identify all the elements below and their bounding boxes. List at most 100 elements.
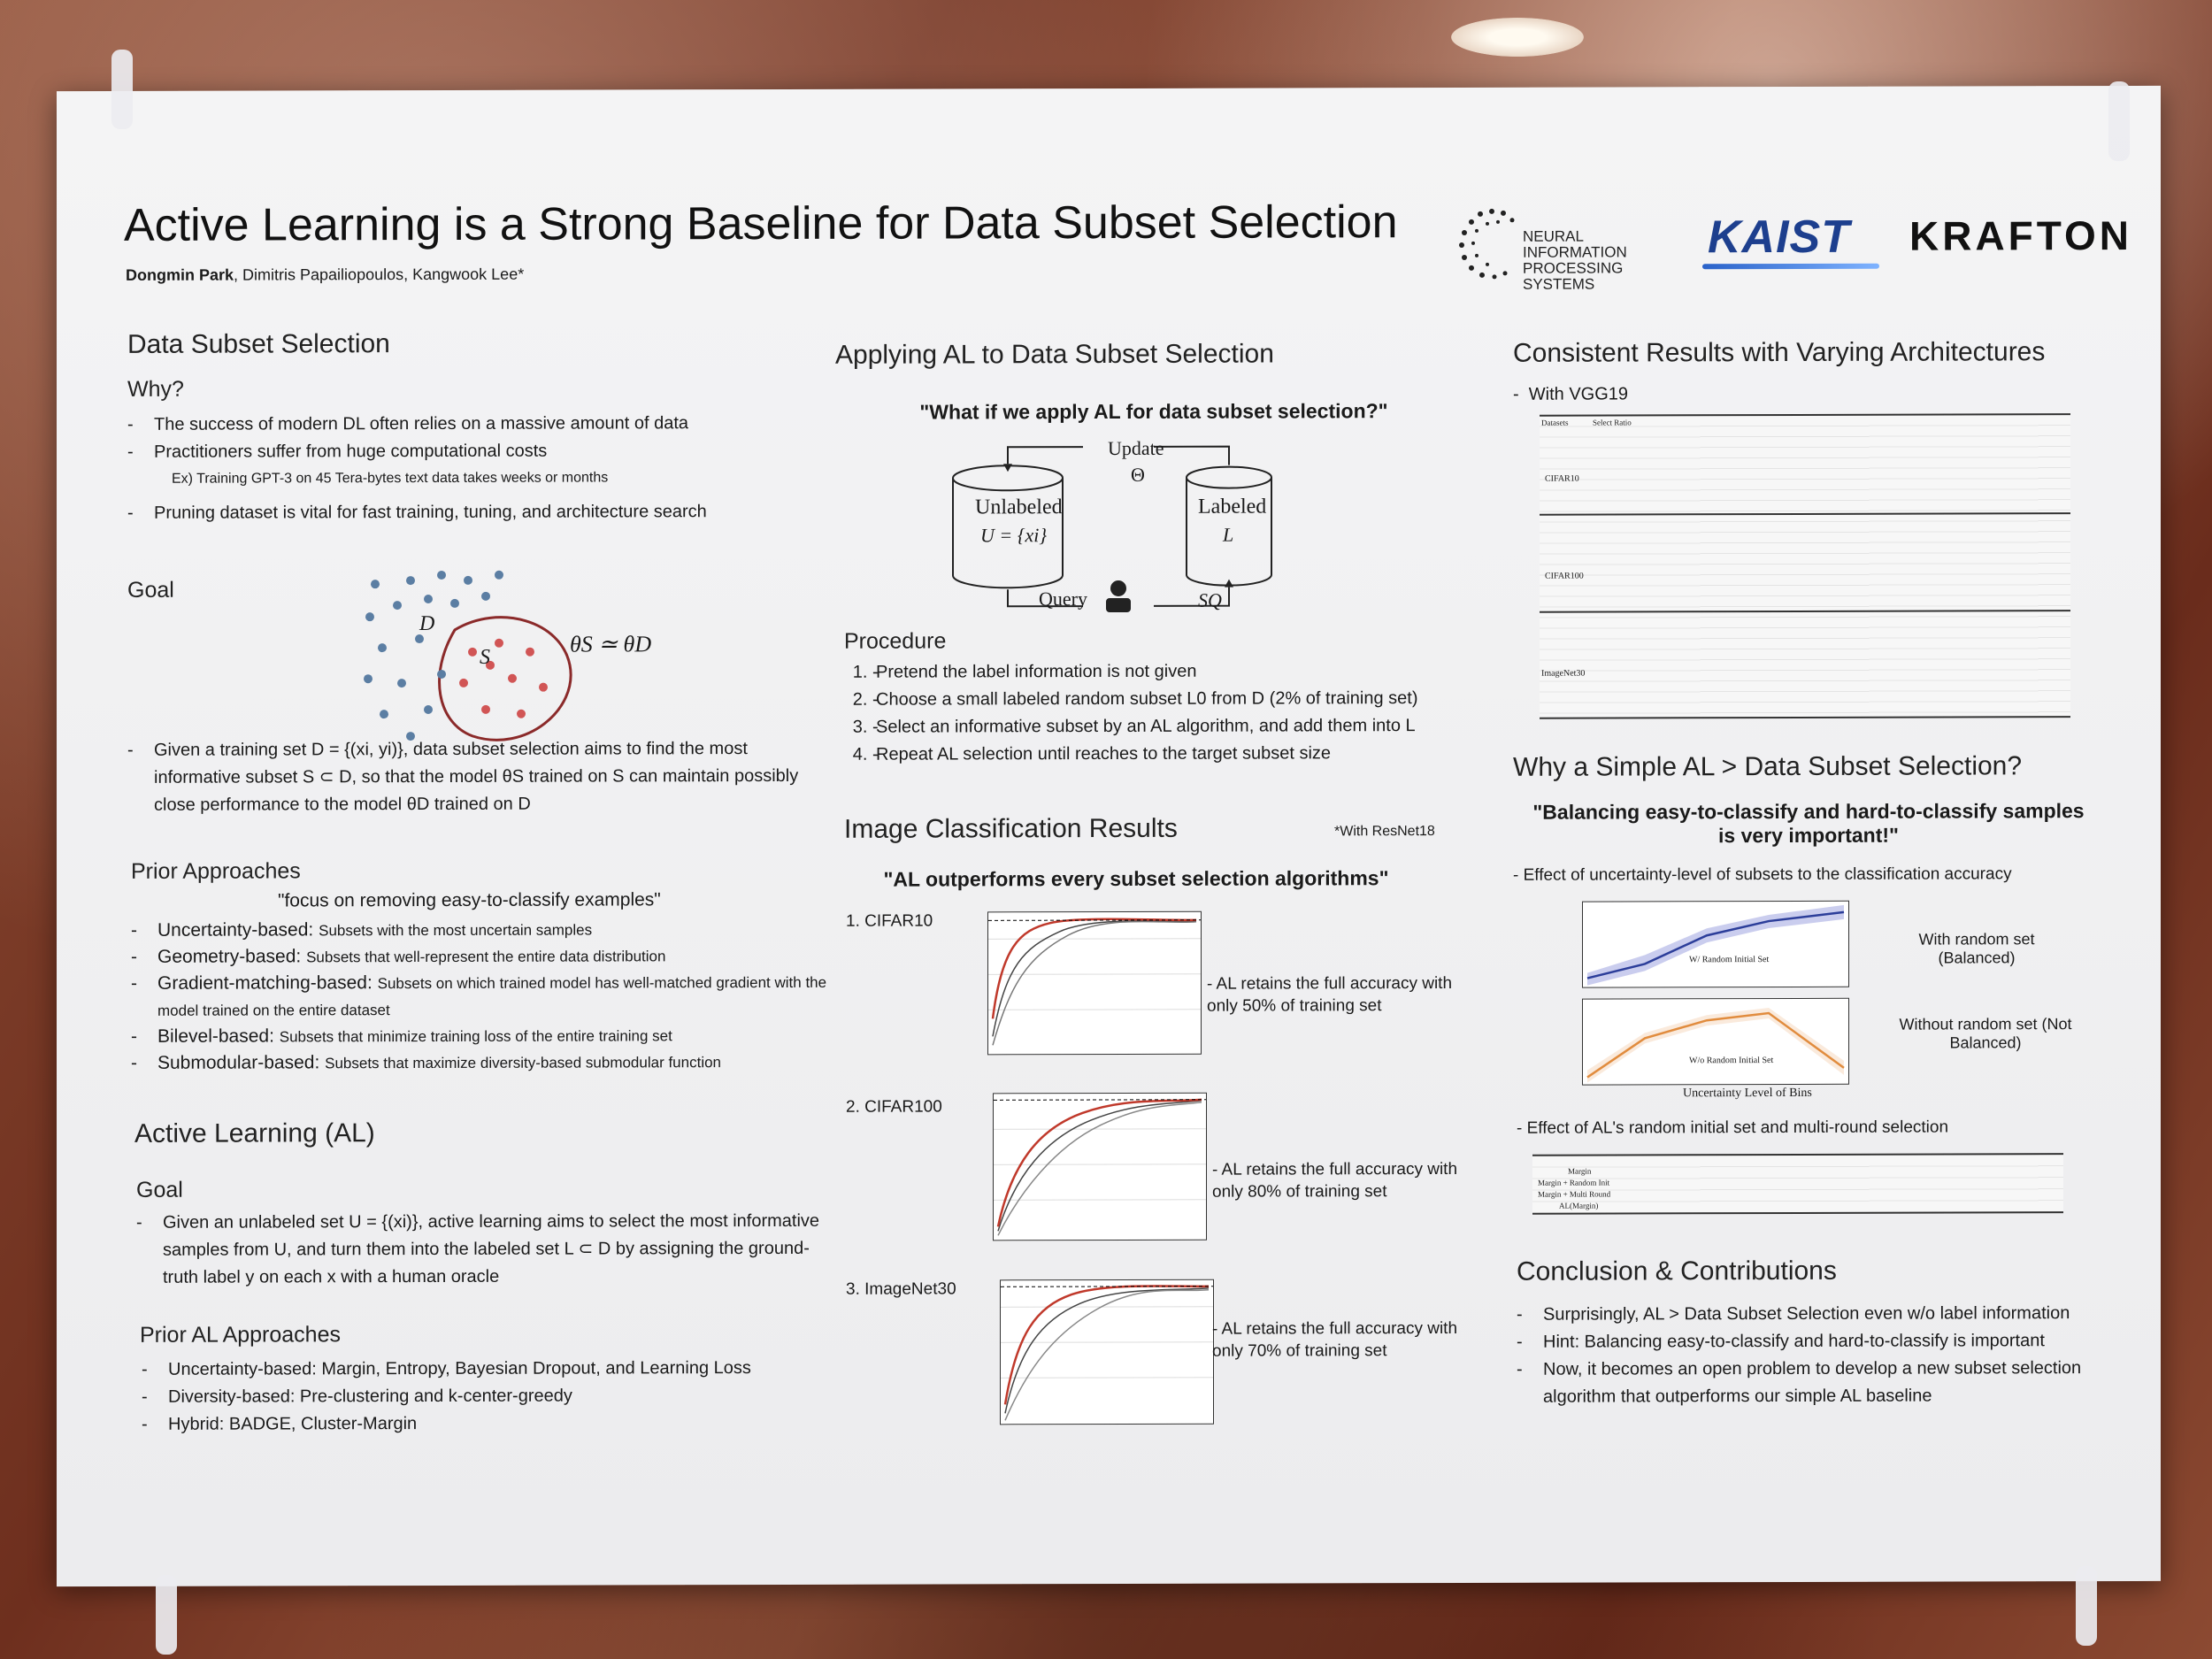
table2-row: AL(Margin) — [1559, 1201, 1599, 1210]
krafton-logo: KRAFTON — [1909, 211, 2133, 259]
prior-approaches-list: Uncertainty-based: Subsets with the most… — [131, 916, 839, 1077]
uncertainty-x-label: Uncertainty Level of Bins — [1683, 1086, 1812, 1101]
al-goal-heading: Goal — [136, 1177, 183, 1202]
table-dataset-imagenet30: ImageNet30 — [1541, 668, 1586, 679]
kaist-logo: KAIST — [1708, 211, 1850, 264]
chart-label-cifar100: 2. CIFAR100 — [846, 1097, 942, 1117]
legend-with-random: W/ Random Initial Set — [1689, 955, 1770, 965]
goal-heading: Goal — [127, 577, 174, 603]
goal-D-label: D — [419, 611, 435, 636]
tape-top-right — [2108, 81, 2130, 161]
conclusion-item: Now, it becomes an open problem to devel… — [1517, 1355, 2118, 1411]
prior-quote: "focus on removing easy-to-classify exam… — [278, 889, 661, 911]
chart-cifar10 — [987, 910, 1202, 1056]
procedure-heading: Procedure — [844, 628, 947, 654]
al-loop-diagram — [941, 442, 1313, 619]
applying-al-quote: "What if we apply AL for data subset sel… — [919, 399, 1388, 424]
table-header-ratio: Select Ratio — [1593, 418, 1632, 427]
al-goal-text: Given an unlabeled set U = {(xi)}, activ… — [136, 1208, 844, 1292]
chart-imagenet30 — [1000, 1279, 1214, 1425]
table-header-datasets: Datasets — [1541, 418, 1569, 427]
why-heading: Why? — [127, 376, 184, 402]
chart-without-random-set: W/o Random Initial Set — [1582, 997, 1849, 1086]
table-dataset-cifar100: CIFAR100 — [1545, 571, 1584, 581]
why-list-2: Pruning dataset is vital for fast traini… — [127, 498, 853, 527]
section-varying-architectures: Consistent Results with Varying Architec… — [1513, 337, 2046, 368]
why-example: Ex) Training GPT-3 on 45 Tera-bytes text… — [172, 470, 609, 487]
poster-title: Active Learning is a Strong Baseline for… — [124, 196, 1398, 251]
table2-row: Margin + Random Init — [1538, 1178, 1610, 1187]
why-item: Practitioners suffer from huge computati… — [127, 437, 853, 466]
table2-row: Margin + Multi Round — [1538, 1189, 1611, 1199]
table-dataset-cifar10: CIFAR10 — [1545, 473, 1579, 484]
chart-note-cifar10: - AL retains the full accuracy with only… — [1207, 973, 1453, 1016]
prior-al-item: Uncertainty-based: Margin, Entropy, Baye… — [142, 1355, 867, 1384]
unlabeled-label: Unlabeled — [975, 495, 1063, 519]
dataset-subset-illustration — [357, 567, 623, 763]
conclusion-item: Hint: Balancing easy-to-classify and har… — [1517, 1327, 2118, 1356]
prior-al-item: Hybrid: BADGE, Cluster-Margin — [142, 1409, 867, 1439]
prior-al-item: Diversity-based: Pre-clustering and k-ce… — [142, 1382, 867, 1411]
section-data-subset-selection: Data Subset Selection — [127, 329, 390, 359]
theta-label: Θ — [1131, 463, 1145, 486]
prior-item: Gradient-matching-based: Subsets on whic… — [131, 969, 839, 1024]
procedure-step: Select an informative subset by an AL al… — [872, 712, 1509, 741]
poster: Active Learning is a Strong Baseline for… — [57, 85, 2161, 1587]
prior-al-list: Uncertainty-based: Margin, Entropy, Baye… — [142, 1355, 867, 1439]
results-quote: "AL outperforms every subset selection a… — [883, 866, 1389, 891]
legend-without-random: W/o Random Initial Set — [1689, 1056, 1774, 1066]
prior-approaches-heading: Prior Approaches — [131, 858, 301, 884]
goal-S-label: S — [480, 645, 490, 669]
procedure-step: Pretend the label information is not giv… — [872, 657, 1509, 687]
prior-item: Bilevel-based: Subsets that minimize tra… — [131, 1022, 839, 1050]
procedure-list: Pretend the label information is not giv… — [846, 657, 1509, 769]
prior-item: Submodular-based: Subsets that maximize … — [131, 1048, 839, 1077]
prior-al-heading: Prior AL Approaches — [140, 1322, 341, 1348]
sq-label: SQ — [1198, 588, 1222, 611]
conclusion-item: Surprisingly, AL > Data Subset Selection… — [1517, 1300, 2118, 1329]
chart-cifar100 — [993, 1092, 1207, 1241]
resnet-note: *With ResNet18 — [1334, 824, 1435, 840]
ceiling-light — [1451, 18, 1584, 57]
tape-bottom-right — [2076, 1566, 2097, 1646]
labeled-label: Labeled — [1198, 495, 1267, 518]
prior-item: Geometry-based: Subsets that well-repres… — [131, 942, 839, 971]
section-why-simple-al: Why a Simple AL > Data Subset Selection? — [1513, 751, 2023, 782]
section-applying-al: Applying AL to Data Subset Selection — [835, 339, 1274, 370]
procedure-step: Repeat AL selection until reaches to the… — [872, 740, 1509, 769]
chart-label-imagenet30: 3. ImageNet30 — [846, 1279, 956, 1299]
authors: Dongmin Park, Dimitris Papailiopoulos, K… — [126, 265, 525, 284]
goal-text: Given a training set D = {(xi, yi)}, dat… — [127, 735, 835, 819]
section-conclusion: Conclusion & Contributions — [1517, 1256, 1837, 1286]
vgg-note: - With VGG19 — [1513, 384, 1629, 404]
table2-row: Margin — [1568, 1166, 1592, 1176]
why-item: Pruning dataset is vital for fast traini… — [127, 498, 853, 527]
tape-bottom-left — [156, 1575, 177, 1655]
chart-note-imagenet30: - AL retains the full accuracy with only… — [1212, 1318, 1458, 1361]
why-item: The success of modern DL often relies on… — [127, 410, 853, 439]
label-with-random: With random set (Balanced) — [1918, 930, 2035, 967]
chart-label-cifar10: 1. CIFAR10 — [846, 911, 933, 931]
why-simple-al-quote: "Balancing easy-to-classify and hard-to-… — [1532, 799, 2085, 848]
vgg19-results-table: Datasets Select Ratio CIFAR10 CIFAR100 I… — [1540, 413, 2070, 719]
goal-text-item: Given a training set D = {(xi, yi)}, dat… — [127, 735, 835, 819]
goal-formula: θS ≃ θD — [570, 631, 652, 657]
label-without-random: Without random set (Not Balanced) — [1899, 1015, 2072, 1052]
procedure-step: Choose a small labeled random subset L0 … — [872, 685, 1509, 714]
kaist-logo-swoosh — [1702, 263, 1879, 270]
conclusion-list: Surprisingly, AL > Data Subset Selection… — [1517, 1300, 2118, 1411]
section-active-learning: Active Learning (AL) — [134, 1118, 375, 1148]
query-label: Query — [1039, 588, 1087, 611]
why-list: The success of modern DL often relies on… — [127, 410, 853, 466]
initial-set-table: Margin Margin + Random Init Margin + Mul… — [1532, 1153, 2063, 1215]
neurips-logo-text: NEURAL INFORMATION PROCESSING SYSTEMS — [1523, 227, 1627, 293]
tape-top-left — [111, 50, 133, 129]
effect-initial-set-label: - Effect of AL's random initial set and … — [1517, 1118, 1949, 1138]
update-label: Update — [1108, 436, 1164, 460]
unlabeled-set: U = {xi} — [980, 524, 1048, 547]
al-goal-item: Given an unlabeled set U = {(xi)}, activ… — [136, 1208, 844, 1292]
chart-note-cifar100: - AL retains the full accuracy with only… — [1212, 1159, 1458, 1202]
prior-item: Uncertainty-based: Subsets with the most… — [131, 916, 839, 944]
section-image-classification: Image Classification Results — [844, 813, 1178, 844]
chart-with-random-set: W/ Random Initial Set — [1582, 900, 1849, 988]
